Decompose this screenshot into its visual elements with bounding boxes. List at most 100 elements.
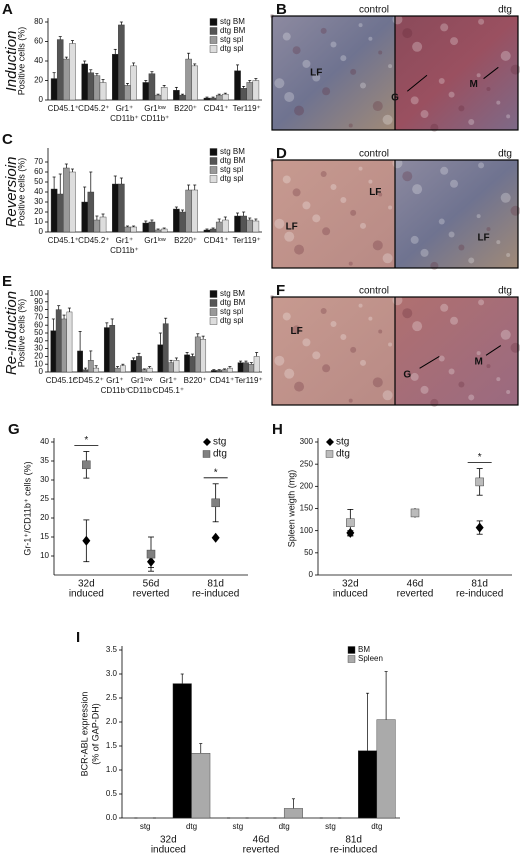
bar: [210, 370, 217, 373]
y-tick-label: 0: [39, 227, 44, 236]
texture: [496, 240, 501, 245]
y-tick-label: 70: [34, 313, 43, 322]
legend-label: BM: [358, 645, 370, 654]
y-tick-label: 40: [34, 187, 43, 196]
x-tick-label: Ter119⁺: [235, 376, 263, 385]
legend-label: stg spl: [220, 165, 243, 174]
x-tick-label: CD41⁺: [204, 236, 229, 245]
panel-letter: F: [276, 282, 285, 299]
legend-swatch: [209, 175, 218, 183]
bar: [124, 85, 131, 101]
texture: [302, 338, 311, 347]
bar: [185, 189, 192, 233]
texture: [450, 316, 459, 325]
y-tick-label: 30: [34, 344, 43, 353]
x-tick-label: CD11b⁺: [141, 114, 170, 123]
legend-label: stg BM: [220, 289, 245, 298]
panel-letter: G: [8, 421, 20, 438]
x-tick-label: CD45.2⁺: [78, 104, 109, 113]
texture: [412, 41, 423, 52]
point: [211, 498, 220, 508]
legend-label: dtg spl: [220, 174, 244, 183]
y-tick-label: 1.0: [106, 765, 118, 774]
texture: [330, 321, 337, 327]
texture: [358, 303, 363, 308]
texture: [506, 253, 511, 258]
micrograph-left: [272, 16, 395, 130]
texture: [388, 205, 393, 210]
x-tick-label: 32d: [78, 579, 95, 590]
x-tick-label: CD11b⁺: [127, 386, 156, 395]
bar: [61, 318, 67, 373]
bar: [87, 72, 95, 101]
legend-label: dtg BM: [220, 26, 246, 35]
y-tick-label: 0.0: [106, 813, 118, 822]
texture: [322, 364, 331, 373]
tissue-label: LF: [286, 222, 298, 233]
texture: [382, 253, 393, 264]
x-tick-label: 81d: [207, 579, 224, 590]
bar: [69, 171, 76, 233]
texture: [322, 87, 331, 96]
x-tick-label: re-induced: [456, 589, 503, 600]
texture: [448, 91, 455, 98]
texture: [378, 192, 383, 197]
x-tick-label: B220⁺: [174, 236, 197, 245]
x-tick-label: reverted: [397, 589, 434, 600]
texture: [450, 179, 459, 188]
micrograph-right: [395, 160, 518, 268]
y-tick-label: 90: [34, 297, 43, 306]
y-tick-label: 25: [40, 494, 49, 503]
legend-swatch: [209, 157, 218, 165]
bar: [234, 70, 241, 101]
image-label: dtg: [498, 286, 512, 297]
bar: [87, 360, 94, 373]
bar: [200, 339, 207, 373]
texture: [372, 101, 383, 112]
texture: [368, 179, 373, 184]
y-tick-label: 10: [40, 551, 49, 560]
texture: [420, 248, 429, 257]
panel-letter: A: [2, 1, 13, 18]
y-tick-label: 100: [300, 526, 314, 535]
y-tick-label: 35: [40, 456, 49, 465]
bar: [146, 367, 153, 373]
legend-label: stg BM: [220, 147, 245, 156]
legend-swatch: [209, 27, 218, 35]
y-tick-label: 100: [30, 289, 44, 298]
texture: [420, 110, 429, 119]
bar: [358, 750, 378, 819]
group-label: re-induced: [330, 845, 377, 856]
x-tick-label: Gr1⁺: [116, 236, 134, 245]
texture: [282, 175, 291, 184]
x-tick-label: CD45.2⁺: [78, 236, 109, 245]
bar: [118, 183, 125, 233]
bar: [191, 753, 211, 819]
tissue-label: LF: [310, 68, 322, 79]
y-tick-label: 1.5: [106, 741, 118, 750]
group-label: 46d: [253, 835, 270, 846]
y-tick-label: 30: [34, 197, 43, 206]
texture: [382, 390, 393, 401]
legend-swatch: [347, 646, 356, 654]
legend-swatch: [209, 166, 218, 174]
texture: [496, 377, 501, 382]
texture: [360, 359, 367, 366]
x-tick-label: induced: [333, 589, 368, 600]
bar: [130, 360, 137, 373]
bar: [221, 369, 228, 373]
x-tick-label: B220⁺: [174, 104, 197, 113]
point: [146, 549, 156, 559]
y-tick-label: 40: [40, 437, 49, 446]
bar: [93, 219, 101, 233]
bar: [173, 90, 180, 101]
tissue-label: G: [391, 93, 399, 104]
y-tick-label: 50: [34, 177, 43, 186]
y-tick-label: 0: [39, 367, 44, 376]
y-tick-label: 80: [34, 17, 43, 26]
bar: [114, 367, 121, 373]
legend-swatch: [209, 299, 218, 307]
texture: [388, 64, 393, 69]
y-tick-label: 70: [34, 157, 43, 166]
